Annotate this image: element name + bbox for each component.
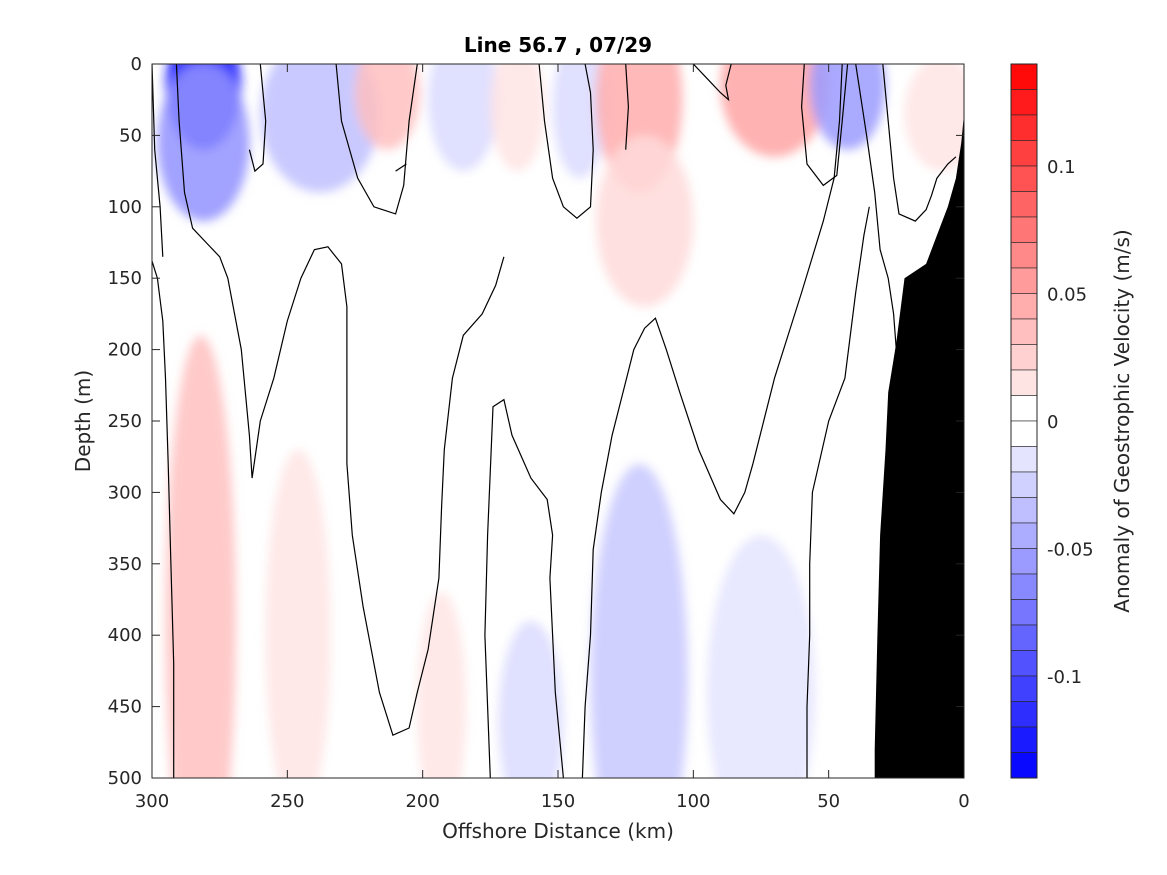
anomaly-patch <box>157 64 250 222</box>
zero-contour-line <box>175 64 505 737</box>
colorbar-segment <box>1010 242 1038 269</box>
anomaly-patch <box>595 135 694 307</box>
colorbar-tick-label: -0.1 <box>1047 667 1082 688</box>
anomaly-patch <box>355 64 420 150</box>
zero-contour-line <box>692 64 732 102</box>
colorbar-segment <box>1010 471 1038 498</box>
colorbar-segment <box>1010 140 1038 167</box>
colorbar-segment <box>1010 522 1038 549</box>
x-tick-label: 150 <box>541 791 575 812</box>
y-tick-label: 400 <box>108 625 142 646</box>
anomaly-patch <box>590 463 688 778</box>
anomaly-patch <box>720 64 829 157</box>
zero-contour-line <box>855 64 897 379</box>
zero-contours <box>152 64 957 778</box>
anomaly-patch <box>260 64 380 193</box>
y-axis-ticks: 0 50 100 150 200 250 300 350 400 450 500 <box>108 54 964 789</box>
y-tick-label: 450 <box>108 697 142 718</box>
anomaly-patch <box>265 449 331 778</box>
zero-contour-line <box>152 260 175 778</box>
colorbar-ticks: 0.1 0.05 0 -0.05 -0.1 <box>1047 157 1094 688</box>
colorbar-tick-label: 0 <box>1047 412 1058 433</box>
colorbar-segment <box>1010 420 1038 447</box>
anomaly-field <box>157 64 964 778</box>
colorbar-segment <box>1010 726 1038 753</box>
x-tick-label: 0 <box>958 791 969 812</box>
colorbar-label: Anomaly of Geostrophic Velocity (m/s) <box>1110 229 1134 612</box>
zero-contour-line <box>538 64 594 219</box>
zero-contour-line <box>395 163 407 172</box>
y-axis-label: Depth (m) <box>71 370 95 472</box>
anomaly-patch <box>490 64 545 172</box>
chart-title: Line 56.7 , 07/29 <box>464 33 652 57</box>
land-bathymetry <box>874 114 964 778</box>
colorbar-tick-label: 0.05 <box>1047 285 1087 306</box>
anomaly-patch <box>165 335 236 778</box>
anomaly-patch <box>904 64 964 172</box>
zero-contour-line <box>806 206 870 778</box>
colorbar-segment <box>1010 701 1038 728</box>
zero-contour-line <box>581 64 843 778</box>
y-tick-label: 100 <box>108 197 142 218</box>
colorbar-segment <box>1010 344 1038 371</box>
colorbar-segment <box>1010 114 1038 141</box>
x-tick-label: 200 <box>405 791 439 812</box>
colorbar-tick-label: -0.05 <box>1047 540 1094 561</box>
y-tick-label: 200 <box>108 340 142 361</box>
x-axis-ticks: 300 250 200 150 100 50 0 <box>135 64 970 812</box>
colorbar-segment <box>1010 446 1038 473</box>
zero-contour-line <box>335 64 418 215</box>
y-tick-label: 350 <box>108 554 142 575</box>
colorbar-segment <box>1010 599 1038 626</box>
x-tick-label: 300 <box>135 791 169 812</box>
zero-contour-line <box>882 64 957 222</box>
colorbar-segment <box>1010 267 1038 294</box>
colorbar-frame <box>1010 63 1038 779</box>
anomaly-patch <box>417 592 466 778</box>
colorbar-segment <box>1010 497 1038 524</box>
anomaly-patch <box>706 535 816 778</box>
colorbar-tick-label: 0.1 <box>1047 157 1076 178</box>
colorbar-segment <box>1010 165 1038 192</box>
y-tick-label: 150 <box>108 268 142 289</box>
colorbar-segment <box>1010 395 1038 422</box>
colorbar-segment <box>1010 573 1038 600</box>
zero-contour-line <box>248 64 267 173</box>
anomaly-patch <box>809 64 886 150</box>
y-tick-label: 300 <box>108 482 142 503</box>
y-tick-label: 0 <box>131 54 142 75</box>
x-tick-label: 50 <box>817 791 840 812</box>
x-axis-label: Offshore Distance (km) <box>442 819 674 843</box>
zero-contour-line <box>800 64 849 187</box>
colorbar-segment <box>1010 89 1038 116</box>
colorbar-segment <box>1010 650 1038 677</box>
colorbar <box>1010 63 1038 779</box>
colorbar-segment <box>1010 293 1038 320</box>
colorbar-segment <box>1010 752 1038 779</box>
x-tick-label: 100 <box>676 791 710 812</box>
colorbar-segment <box>1010 63 1038 90</box>
anomaly-patch <box>498 620 564 778</box>
colorbar-segment <box>1010 675 1038 702</box>
colorbar-segment <box>1010 216 1038 243</box>
colorbar-segment <box>1010 191 1038 218</box>
colorbar-segment <box>1010 548 1038 575</box>
y-tick-label: 50 <box>119 125 142 146</box>
zero-contour-line <box>484 398 564 778</box>
y-tick-label: 500 <box>108 768 142 789</box>
land-mask <box>874 114 964 778</box>
colorbar-segment <box>1010 369 1038 396</box>
zero-contour-line <box>152 64 164 257</box>
colorbar-segment <box>1010 624 1038 651</box>
anomaly-patch <box>428 64 499 172</box>
x-tick-label: 250 <box>270 791 304 812</box>
y-tick-label: 250 <box>108 411 142 432</box>
zero-contour-line <box>625 64 630 150</box>
colorbar-segment <box>1010 318 1038 345</box>
